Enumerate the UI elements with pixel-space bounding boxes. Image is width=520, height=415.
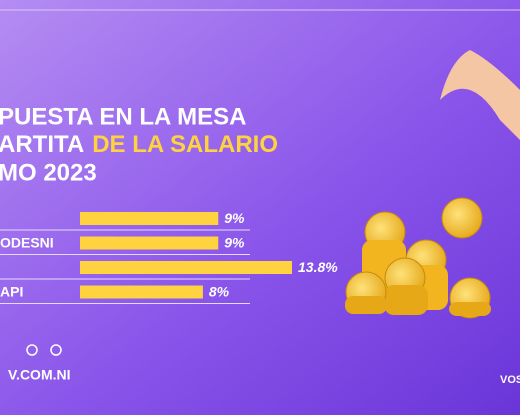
bar — [80, 261, 292, 274]
title-line-2-text: ARTITA — [0, 131, 84, 158]
bar — [80, 212, 219, 225]
title-line-3: MO 2023 — [0, 159, 97, 186]
value-label: 13.8% — [298, 259, 338, 275]
bar — [80, 236, 219, 250]
title-line-2: ARTITA DE LA SALARIO — [0, 131, 278, 158]
coins-illustration — [345, 50, 520, 319]
value-label: 9% — [224, 235, 245, 251]
category-label: API — [0, 284, 23, 300]
social-icon — [26, 344, 38, 356]
value-label: 9% — [224, 210, 245, 226]
category-label: ODESNI — [0, 235, 54, 251]
value-label: 8% — [209, 284, 230, 300]
logo: VOS — [500, 374, 520, 386]
social-icon — [50, 344, 62, 356]
title-line-1: PUESTA EN LA MESA — [0, 103, 246, 130]
bar — [80, 285, 203, 299]
title-highlight: DE LA SALARIO — [92, 131, 278, 158]
footer-url: V.COM.NI — [8, 367, 71, 383]
